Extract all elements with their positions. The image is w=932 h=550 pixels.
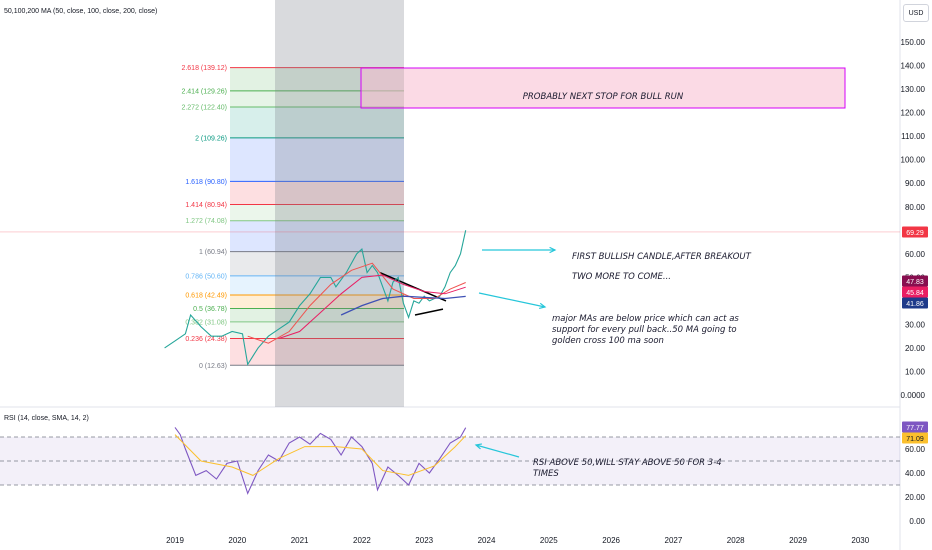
price-label: 45.84	[906, 290, 924, 297]
arrow-moving-averages[interactable]	[478, 292, 546, 308]
rsi-axis-tick: 60.00	[905, 445, 926, 454]
time-axis-tick: 2028	[727, 536, 745, 545]
target-zone-box[interactable]	[360, 67, 846, 109]
price-label: 47.83	[906, 279, 924, 286]
price-axis-tick: 60.00	[905, 250, 926, 259]
price-axis-tick: 130.00	[901, 85, 926, 94]
series-price	[164, 230, 467, 366]
fib-band	[230, 181, 404, 205]
trendline-support[interactable]	[414, 308, 444, 316]
fib-band	[230, 137, 404, 182]
price-label: 69.29	[906, 230, 924, 237]
price-axis-tick: 20.00	[905, 344, 926, 353]
rsi-label: 71.09	[906, 436, 924, 443]
annotation-text: TWO MORE TO COME...	[572, 272, 671, 282]
fib-band	[230, 321, 404, 339]
arrow-moving-averages-head	[539, 302, 547, 310]
annotation-text: golden cross 100 ma soon	[552, 336, 664, 346]
price-axis-tick: 90.00	[905, 179, 926, 188]
series-layer	[164, 230, 467, 495]
fib-level-label: 2 (109.26)	[195, 135, 227, 142]
drawing-layer: PROBABLY NEXT STOP FOR BULL RUN FIRST BUL…	[0, 0, 900, 486]
price-axis-tick: 150.00	[901, 38, 926, 47]
arrow-rsi-head	[474, 443, 483, 450]
time-axis-tick: 2023	[415, 536, 433, 545]
fib-level-label: 0.236 (24.38)	[185, 336, 227, 343]
fib-level-label: 2.272 (122.40)	[181, 105, 227, 112]
annotation-text: support for every pull back..50 MA going…	[552, 325, 737, 335]
price-axis-tick: 0.0000	[901, 391, 926, 400]
rsi-axis-tick: 40.00	[905, 469, 926, 478]
fib-level-label: 2.618 (139.12)	[181, 65, 227, 72]
price-axis-tick: 140.00	[901, 62, 926, 71]
fib-level-label: 1 (60.94)	[199, 249, 227, 256]
fib-level-label: 1.272 (74.08)	[185, 218, 227, 225]
annotation-text: PROBABLY NEXT STOP FOR BULL RUN	[523, 92, 684, 102]
fib-level-label: 0.618 (42.49)	[185, 293, 227, 300]
price-label-bg	[902, 226, 928, 238]
time-axis-tick: 2020	[228, 536, 246, 545]
fib-band	[230, 220, 404, 252]
series-ma-100	[278, 274, 466, 339]
time-axis-tick: 2030	[851, 536, 869, 545]
annotation-text: FIRST BULLISH CANDLE,AFTER BREAKOUT	[572, 252, 752, 262]
price-axis-tick: 100.00	[901, 156, 926, 165]
price-axis-tick: 30.00	[905, 320, 926, 329]
rsi-label: 77.77	[906, 425, 924, 432]
price-label-bg	[902, 297, 928, 309]
fib-level-label: 0 (12.63)	[199, 363, 227, 370]
time-axis-tick: 2022	[353, 536, 371, 545]
rsi-label-bg	[902, 421, 928, 433]
price-label: 41.86	[906, 301, 924, 308]
time-axis-tick: 2025	[540, 536, 558, 545]
time-axis-tick: 2027	[665, 536, 683, 545]
fib-band	[230, 295, 404, 309]
time-axis-tick: 2029	[789, 536, 807, 545]
series-rsi-ma	[174, 434, 467, 476]
fib-layer: 0 (12.63) 0.236 (24.38) 0.382 (31.08) 0.5 (…	[181, 65, 404, 370]
price-axis-tick: 110.00	[901, 132, 925, 141]
time-axis-tick: 2021	[291, 536, 309, 545]
rsi-label-bg	[902, 432, 928, 444]
price-label-bg	[902, 275, 928, 287]
arrow-rsi[interactable]	[475, 444, 520, 458]
fib-level-label: 2.414 (129.26)	[181, 88, 227, 95]
fib-band	[230, 204, 404, 221]
rsi-axis-tick: 0.00	[909, 517, 925, 526]
time-axis-tick: 2019	[166, 536, 184, 545]
price-axis-tick: 10.00	[905, 367, 926, 376]
fib-band	[230, 338, 404, 366]
fib-level-label: 1.414 (80.94)	[185, 202, 227, 209]
date-range-highlight[interactable]	[275, 0, 404, 407]
rsi-annotation-text: TIMES	[533, 469, 559, 479]
fib-band	[230, 251, 404, 276]
fib-band	[230, 275, 404, 296]
rsi-axis-tick: 20.00	[905, 493, 926, 502]
annotation-text: major MAs are below price which can act …	[552, 314, 739, 324]
fib-level-label: 0.5 (36.78)	[193, 306, 227, 313]
currency-button[interactable]: USD	[903, 4, 929, 22]
price-axis-tick: 80.00	[905, 203, 926, 212]
fib-level-label: 1.618 (90.80)	[185, 179, 227, 186]
series-ma-200	[340, 295, 466, 316]
axis-layer: 150.00 140.00 130.00 120.00 110.00 100.00 90.0…	[166, 38, 928, 545]
trendline-resistance[interactable]	[379, 271, 447, 302]
rsi-indicator-title: RSI (14, close, SMA, 14, 2)	[4, 415, 89, 422]
main-indicator-title: 50,100,200 MA (50, close, 100, close, 20…	[4, 8, 157, 15]
series-ma-50	[247, 262, 466, 344]
rsi-annotation-text: RSI ABOVE 50,WILL STAY ABOVE 50 FOR 3-4	[533, 458, 722, 468]
fib-band	[230, 107, 404, 138]
time-axis-tick: 2024	[478, 536, 496, 545]
price-label-bg	[902, 286, 928, 298]
time-axis-tick: 2026	[602, 536, 620, 545]
arrow-bullish-candle-head	[549, 246, 557, 254]
series-rsi	[174, 427, 467, 495]
price-axis-tick: 120.00	[901, 109, 926, 118]
fib-level-label: 0.382 (31.08)	[185, 319, 227, 326]
fib-level-label: 0.786 (50.60)	[185, 273, 227, 280]
